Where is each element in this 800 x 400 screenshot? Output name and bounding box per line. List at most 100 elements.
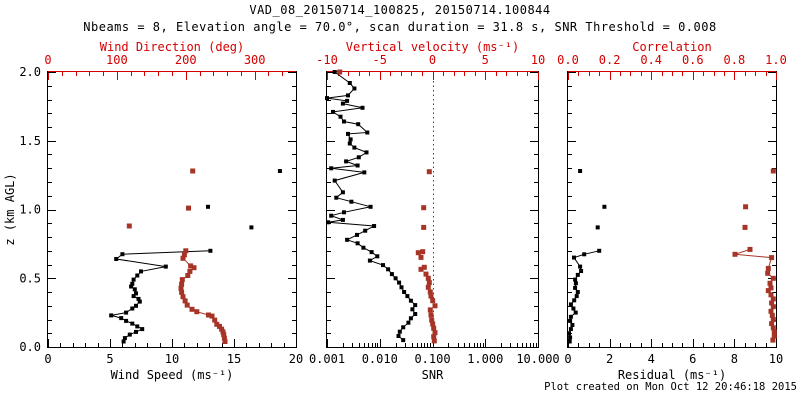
data-point	[405, 294, 410, 299]
data-point	[126, 223, 132, 229]
data-point	[406, 320, 411, 325]
data-point	[381, 263, 385, 268]
data-point	[770, 325, 776, 331]
data-point	[184, 302, 190, 308]
x-bottom-tick-label: 8	[731, 352, 738, 366]
data-point	[399, 285, 404, 290]
data-point	[340, 101, 345, 106]
x-bottom-tick-label: 10.000	[516, 352, 559, 366]
x-top-tick-label: 0.4	[640, 53, 662, 67]
data-point	[131, 294, 136, 299]
data-point	[423, 271, 429, 277]
x-top-tick-label: 0.6	[682, 53, 704, 67]
data-point	[355, 232, 359, 237]
data-point	[421, 264, 427, 270]
data-point	[326, 220, 331, 225]
data-point	[135, 324, 140, 329]
data-point	[401, 325, 406, 330]
data-point	[578, 169, 583, 173]
data-point	[332, 70, 337, 74]
data-point	[770, 296, 776, 302]
x-bottom-tick-label: 10	[165, 352, 179, 366]
data-point	[575, 272, 580, 277]
data-point	[431, 334, 437, 340]
data-point	[206, 312, 211, 318]
data-point	[130, 321, 135, 326]
data-point	[401, 338, 406, 343]
data-point	[572, 298, 577, 303]
series-wind-direction-upper	[126, 168, 196, 229]
x-bottom-tick-label: 10	[769, 352, 783, 366]
data-point	[182, 298, 188, 304]
data-point	[582, 252, 587, 257]
data-point	[568, 327, 573, 332]
data-point	[334, 195, 339, 200]
y-tick-label: 0.0	[19, 340, 41, 354]
data-point	[277, 169, 282, 173]
x-top-tick-label: 1.0	[765, 53, 787, 67]
data-point	[770, 337, 776, 343]
data-point	[430, 298, 436, 304]
data-point	[413, 312, 418, 316]
y-tick-label: 0.5	[19, 271, 41, 285]
data-point	[771, 329, 777, 335]
x-top-tick-label: 0	[44, 53, 51, 67]
x-top-axis-title: Correlation	[632, 40, 711, 54]
data-point	[338, 114, 343, 119]
data-point	[768, 292, 774, 298]
data-point	[413, 303, 418, 308]
data-point	[429, 317, 435, 323]
data-point	[578, 264, 583, 269]
series-wind-direction-profile	[178, 248, 228, 344]
data-point	[769, 300, 775, 306]
data-point	[329, 213, 334, 218]
data-point	[208, 248, 213, 253]
panel-snr: 0.001 0.010 0.100 1.000 10.000 SNR -10 -5 0 5 10 Ve…	[309, 40, 560, 382]
data-point	[415, 250, 421, 256]
data-point	[769, 255, 775, 261]
data-point	[186, 205, 191, 211]
data-point	[770, 304, 776, 310]
data-point	[432, 330, 438, 336]
x-top-tick-label: 5	[482, 53, 489, 67]
data-point	[431, 338, 437, 344]
data-point	[114, 257, 119, 261]
y-axis-title: z (km AGL)	[3, 173, 17, 245]
data-point	[221, 335, 227, 341]
data-point	[361, 245, 366, 250]
x-top-tick-label: 300	[244, 53, 266, 67]
data-point	[352, 145, 357, 150]
data-point	[122, 336, 127, 341]
data-point	[347, 81, 352, 85]
data-point	[109, 313, 114, 318]
data-point	[360, 105, 365, 110]
data-point	[189, 306, 195, 312]
series-wind-speed-profile	[109, 248, 213, 344]
data-point	[597, 248, 602, 253]
data-point	[408, 316, 413, 321]
data-point	[574, 294, 579, 299]
data-point	[209, 313, 215, 319]
data-point	[568, 314, 573, 319]
data-point	[180, 255, 186, 261]
x-top-tick-label: 100	[106, 53, 128, 67]
data-point	[349, 199, 354, 204]
series-snr-profile	[325, 70, 418, 343]
y-tick-label: 2.0	[19, 65, 41, 79]
data-point	[340, 217, 345, 222]
data-point	[742, 224, 748, 230]
data-point	[765, 288, 771, 294]
data-point	[329, 166, 334, 171]
x-bottom-tick-label: 2	[606, 352, 613, 366]
data-point	[345, 98, 350, 103]
x-bottom-tick-label: 0.100	[414, 352, 450, 366]
data-point	[183, 248, 189, 254]
data-point	[372, 224, 377, 228]
data-point	[124, 310, 129, 315]
data-point	[348, 137, 353, 142]
data-point	[119, 316, 124, 321]
data-point	[179, 281, 185, 287]
data-point	[130, 281, 135, 286]
data-point	[428, 293, 434, 299]
data-point	[397, 329, 402, 334]
